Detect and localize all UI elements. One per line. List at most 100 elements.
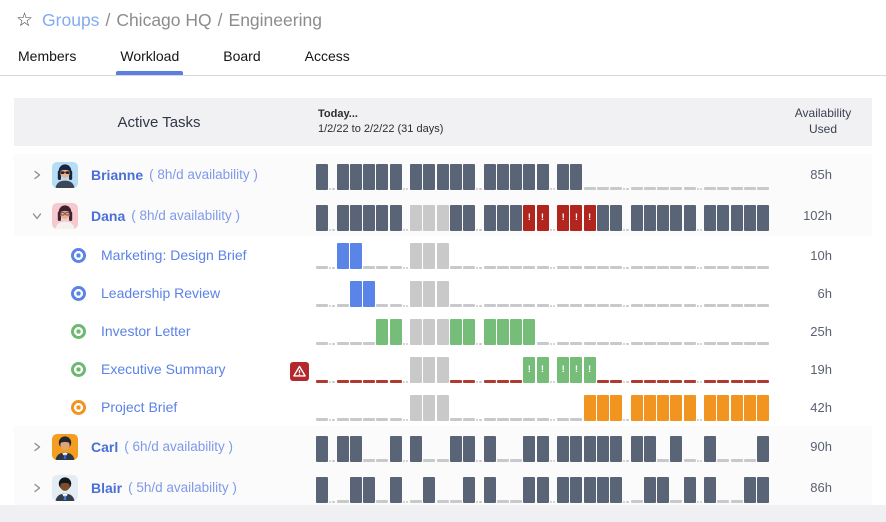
allocation-bar[interactable] bbox=[449, 436, 462, 462]
allocation-bar[interactable] bbox=[316, 477, 328, 503]
allocation-bar[interactable] bbox=[436, 395, 449, 421]
allocation-bar[interactable] bbox=[730, 205, 743, 231]
allocation-bar[interactable] bbox=[449, 164, 462, 190]
allocation-bar[interactable] bbox=[423, 205, 436, 231]
allocation-bar[interactable] bbox=[570, 164, 583, 190]
allocation-bar[interactable] bbox=[463, 319, 475, 345]
allocation-bar[interactable] bbox=[523, 164, 536, 190]
allocation-bar[interactable] bbox=[336, 243, 349, 269]
chevron-right-icon[interactable] bbox=[30, 168, 44, 182]
chevron-right-icon[interactable] bbox=[30, 440, 44, 454]
allocation-bar[interactable] bbox=[410, 436, 423, 462]
breadcrumb-segment-chicago[interactable]: Chicago HQ bbox=[116, 10, 212, 30]
allocation-bar[interactable] bbox=[349, 243, 362, 269]
allocation-bar[interactable]: ! bbox=[583, 357, 596, 383]
allocation-bar[interactable] bbox=[336, 205, 349, 231]
allocation-bar[interactable] bbox=[557, 164, 570, 190]
allocation-bar[interactable] bbox=[389, 205, 402, 231]
allocation-bar[interactable] bbox=[349, 281, 362, 307]
allocation-bar[interactable] bbox=[410, 205, 423, 231]
allocation-bar[interactable]: ! bbox=[523, 205, 536, 231]
allocation-bar[interactable] bbox=[596, 477, 609, 503]
tab-workload[interactable]: Workload bbox=[116, 44, 184, 75]
allocation-bar[interactable] bbox=[536, 164, 549, 190]
allocation-bar[interactable] bbox=[630, 395, 643, 421]
allocation-bar[interactable] bbox=[643, 436, 656, 462]
allocation-bar[interactable]: ! bbox=[570, 357, 583, 383]
tab-members[interactable]: Members bbox=[18, 48, 77, 64]
allocation-bar[interactable] bbox=[743, 395, 756, 421]
allocation-bar[interactable] bbox=[410, 164, 423, 190]
allocation-bar[interactable] bbox=[583, 436, 596, 462]
member-name[interactable]: Blair bbox=[91, 479, 123, 496]
allocation-bar[interactable] bbox=[410, 357, 423, 383]
task-label[interactable]: Leadership Review bbox=[101, 285, 221, 301]
allocation-bar[interactable] bbox=[730, 395, 743, 421]
allocation-bar[interactable] bbox=[610, 477, 622, 503]
allocation-bar[interactable] bbox=[463, 205, 475, 231]
chevron-right-icon[interactable] bbox=[30, 481, 44, 495]
allocation-bar[interactable] bbox=[423, 357, 436, 383]
allocation-bar[interactable] bbox=[376, 205, 389, 231]
allocation-bar[interactable] bbox=[449, 319, 462, 345]
allocation-bar[interactable] bbox=[757, 205, 769, 231]
allocation-bar[interactable] bbox=[596, 436, 609, 462]
allocation-bar[interactable] bbox=[510, 319, 523, 345]
allocation-bar[interactable] bbox=[423, 477, 436, 503]
allocation-bar[interactable] bbox=[336, 436, 349, 462]
allocation-bar[interactable] bbox=[683, 477, 696, 503]
allocation-bar[interactable] bbox=[757, 436, 769, 462]
allocation-bar[interactable]: ! bbox=[536, 357, 549, 383]
allocation-bar[interactable] bbox=[683, 205, 696, 231]
allocation-bar[interactable] bbox=[570, 436, 583, 462]
allocation-bar[interactable] bbox=[523, 319, 536, 345]
allocation-bar[interactable] bbox=[483, 205, 496, 231]
allocation-bar[interactable] bbox=[583, 395, 596, 421]
overallocation-warning-icon[interactable] bbox=[290, 362, 309, 381]
allocation-bar[interactable] bbox=[389, 319, 402, 345]
task-label[interactable]: Investor Letter bbox=[101, 323, 191, 339]
allocation-bar[interactable] bbox=[657, 477, 670, 503]
allocation-bar[interactable] bbox=[436, 205, 449, 231]
allocation-bar[interactable] bbox=[670, 205, 683, 231]
allocation-bar[interactable] bbox=[463, 164, 475, 190]
member-name[interactable]: Dana bbox=[91, 207, 126, 224]
allocation-bar[interactable] bbox=[704, 205, 717, 231]
breadcrumb-groups-link[interactable]: Groups bbox=[42, 10, 100, 30]
allocation-bar[interactable] bbox=[670, 436, 683, 462]
allocation-bar[interactable] bbox=[410, 319, 423, 345]
allocation-bar[interactable] bbox=[423, 164, 436, 190]
favorite-star-icon[interactable]: ☆ bbox=[16, 10, 34, 31]
allocation-bar[interactable] bbox=[523, 436, 536, 462]
allocation-bar[interactable] bbox=[657, 205, 670, 231]
allocation-bar[interactable] bbox=[463, 436, 475, 462]
allocation-bar[interactable] bbox=[557, 436, 570, 462]
allocation-bar[interactable] bbox=[410, 243, 423, 269]
allocation-bar[interactable] bbox=[630, 205, 643, 231]
allocation-bar[interactable] bbox=[743, 205, 756, 231]
allocation-bar[interactable] bbox=[449, 205, 462, 231]
allocation-bar[interactable] bbox=[496, 205, 509, 231]
allocation-bar[interactable] bbox=[536, 436, 549, 462]
allocation-bar[interactable] bbox=[423, 243, 436, 269]
allocation-bar[interactable] bbox=[376, 164, 389, 190]
allocation-bar[interactable] bbox=[496, 319, 509, 345]
allocation-bar[interactable] bbox=[436, 243, 449, 269]
allocation-bar[interactable]: ! bbox=[536, 205, 549, 231]
allocation-bar[interactable] bbox=[436, 319, 449, 345]
task-label[interactable]: Marketing: Design Brief bbox=[101, 247, 247, 263]
allocation-bar[interactable] bbox=[704, 477, 717, 503]
member-name[interactable]: Carl bbox=[91, 438, 119, 455]
allocation-bar[interactable] bbox=[704, 395, 717, 421]
allocation-bar[interactable] bbox=[704, 436, 717, 462]
allocation-bar[interactable] bbox=[436, 357, 449, 383]
allocation-bar[interactable] bbox=[349, 164, 362, 190]
allocation-bar[interactable] bbox=[423, 319, 436, 345]
allocation-bar[interactable] bbox=[643, 477, 656, 503]
allocation-bar[interactable] bbox=[436, 164, 449, 190]
allocation-bar[interactable] bbox=[643, 205, 656, 231]
allocation-bar[interactable] bbox=[316, 436, 328, 462]
allocation-bar[interactable] bbox=[316, 205, 328, 231]
allocation-bar[interactable] bbox=[316, 164, 328, 190]
allocation-bar[interactable] bbox=[363, 281, 376, 307]
